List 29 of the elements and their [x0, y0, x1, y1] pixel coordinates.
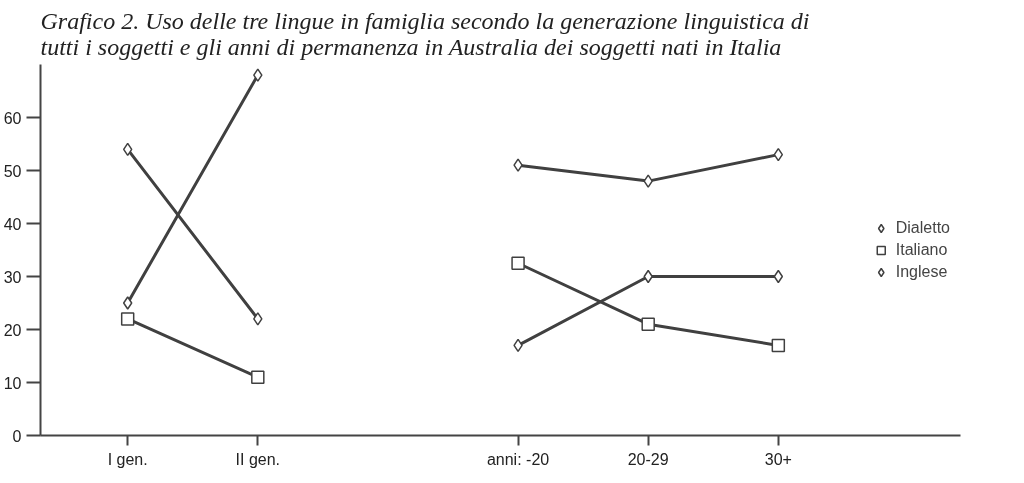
point	[641, 317, 655, 331]
y-tick-label: 50	[3, 162, 22, 180]
point	[120, 312, 135, 326]
y-tick-label: 0	[12, 427, 22, 445]
x-tick-label: I gen.	[107, 450, 148, 468]
legend-label: Inglese	[895, 262, 948, 281]
x-tick-label: II gen.	[235, 450, 281, 468]
point	[511, 256, 525, 270]
x-tick-label: anni: -20	[486, 450, 550, 468]
y-tick-label: 30	[3, 268, 22, 286]
x-tick-label: 30+	[764, 450, 792, 468]
point	[773, 147, 784, 162]
point	[771, 338, 786, 353]
y-tick-label: 40	[3, 215, 22, 233]
point	[643, 174, 653, 188]
point	[253, 312, 263, 326]
point	[122, 142, 133, 157]
x-tick-label: 20-29	[627, 450, 669, 468]
point	[122, 296, 133, 310]
point	[253, 68, 263, 82]
legend-label: Italiano	[895, 240, 948, 259]
point	[513, 158, 523, 172]
chart-title: Grafico 2. Uso delle tre lingue in famiglia secondo la generazione linguistica di tutti i soggetti e gli anni di permanenza in Australia dei soggetti nati in Italia	[40, 7, 810, 60]
y-tick-label: 10	[3, 374, 22, 392]
point	[251, 370, 265, 384]
y-tick-label: 20	[3, 321, 22, 339]
point	[773, 269, 784, 284]
legend-label: Dialetto	[895, 218, 950, 237]
y-tick-label: 60	[3, 109, 22, 127]
